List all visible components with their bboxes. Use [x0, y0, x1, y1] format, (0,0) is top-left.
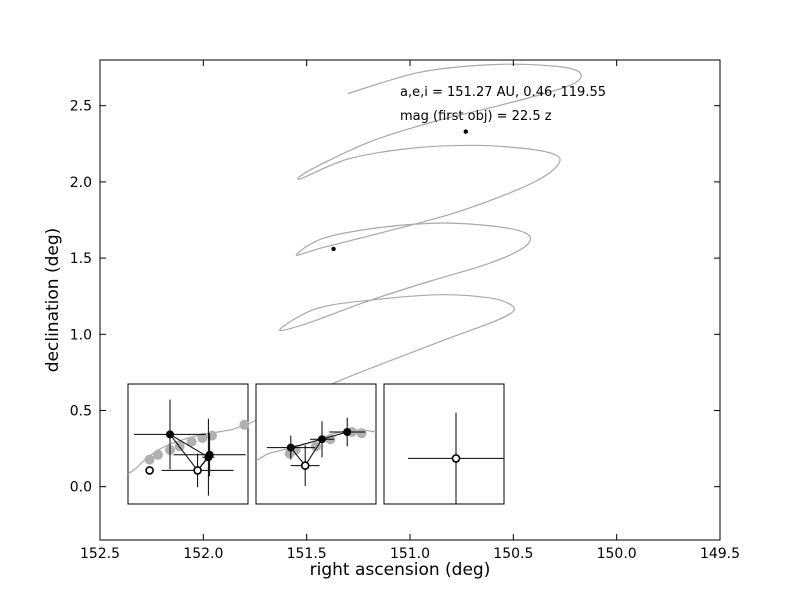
y-axis-label: declination (deg)	[43, 228, 63, 373]
x-tick-label: 151.0	[390, 546, 430, 562]
inset-grey-point	[186, 436, 197, 447]
inset-grey-track	[127, 423, 249, 475]
orbit-track-line	[147, 63, 582, 472]
detections-layer	[331, 129, 468, 252]
inset-link-line	[169, 433, 209, 458]
x-tick-label: 152.0	[183, 546, 223, 562]
inset-predicted-point	[145, 466, 154, 475]
magnitude-annotation: mag (first obj) = 22.5 z	[400, 109, 552, 124]
y-tick-label: 1.0	[70, 327, 92, 343]
x-axis-label: right ascension (deg)	[310, 560, 491, 580]
inset-measured-point	[166, 430, 174, 439]
y-tick-label: 2.0	[70, 175, 92, 191]
insets-layer	[127, 383, 505, 505]
inset-grey-point	[239, 419, 250, 430]
y-tick-label: 1.5	[70, 251, 92, 267]
x-tick-label: 151.5	[287, 546, 327, 562]
x-tick-label: 150.0	[597, 546, 637, 562]
detection-point	[331, 246, 336, 252]
inset-panel	[255, 383, 377, 505]
x-tick-label: 152.5	[80, 546, 120, 562]
orbit-track-layer	[147, 63, 582, 472]
y-tick-label: 0.0	[70, 480, 92, 496]
inset-grey-point	[356, 428, 367, 439]
inset-link-line	[321, 431, 348, 440]
inset-predicted-point	[451, 454, 461, 463]
detection-point	[463, 129, 468, 134]
y-axis-ticks: 0.0 0.5 1.0 1.5 2.0 2.5	[70, 99, 720, 496]
x-tick-label: 150.5	[493, 546, 533, 562]
inset-panel	[383, 383, 505, 505]
inset-measured-point	[318, 435, 326, 444]
x-axis-ticks: 152.5 152.0 151.5 151.0 150.5 150.0 149.5	[80, 60, 740, 562]
x-tick-label: 149.5	[700, 546, 740, 562]
inset-grey-point	[153, 449, 163, 460]
orbit-elements-annotation: a,e,i = 151.27 AU, 0.46, 119.55	[400, 85, 606, 100]
inset-grey-point	[197, 433, 208, 443]
inset-panel	[127, 383, 250, 505]
inset-frame	[383, 383, 505, 505]
inset-predicted-point	[193, 466, 202, 475]
y-tick-label: 0.5	[70, 403, 92, 419]
y-tick-label: 2.5	[70, 99, 92, 115]
inset-link-line	[290, 438, 323, 449]
inset-measured-point	[343, 428, 352, 436]
inset-link-line	[169, 434, 198, 471]
inset-grey-point	[144, 454, 155, 465]
inset-measured-point	[205, 450, 214, 459]
inset-measured-point	[286, 443, 295, 452]
inset-link-line	[304, 438, 323, 466]
inset-predicted-point	[300, 461, 310, 470]
